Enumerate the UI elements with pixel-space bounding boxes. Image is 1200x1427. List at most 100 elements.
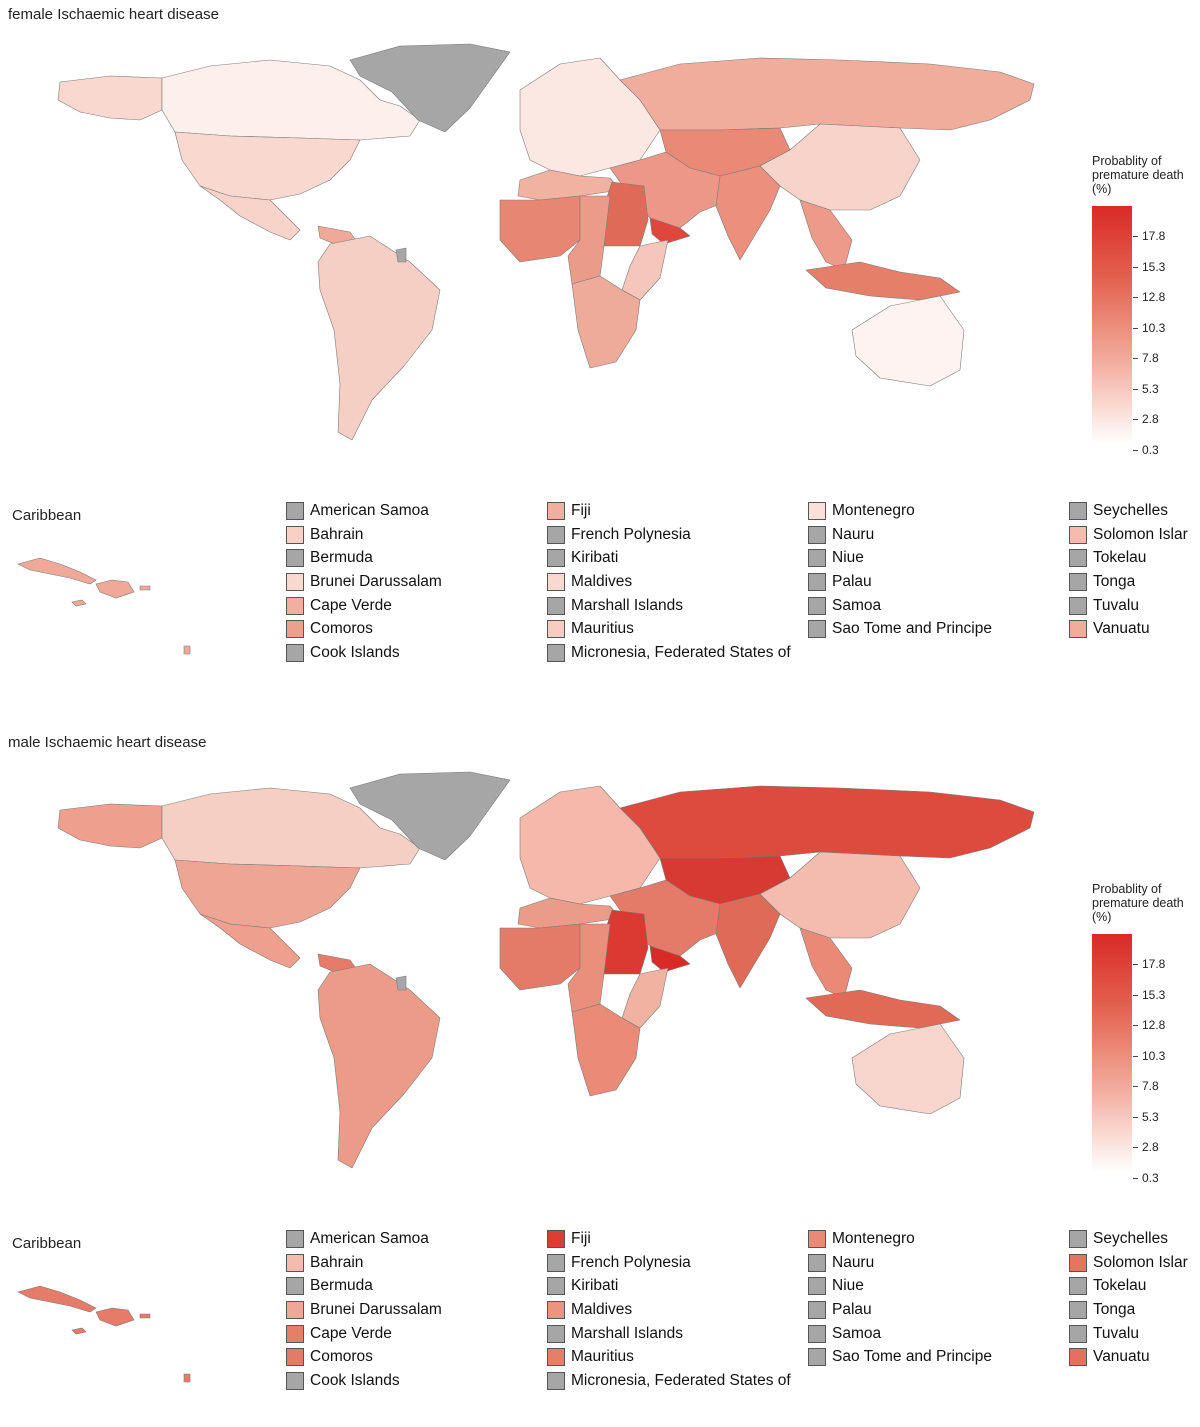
region-greenland-2 [395, 247, 407, 263]
legend-label: Tuvalu [1093, 1324, 1139, 1342]
legend-item: Mauritius [547, 617, 791, 641]
legend-item: Tuvalu [1069, 594, 1188, 618]
legend-swatch [1069, 525, 1087, 544]
legend-label: Montenegro [832, 1229, 915, 1247]
legend-item: Bermuda [286, 1274, 442, 1298]
legend-item: Fiji [547, 1227, 791, 1251]
caribbean-inset-title: Caribbean [12, 1235, 82, 1252]
legend-item: Cape Verde [286, 594, 442, 618]
legend-swatch [286, 1253, 304, 1272]
region-mexico [199, 185, 301, 241]
legend-label: Maldives [571, 572, 633, 590]
legend-label: Vanuatu [1093, 1348, 1150, 1366]
legend-label: Bermuda [310, 1277, 373, 1295]
legend-label: Nauru [832, 525, 875, 543]
legend-item: Montenegro [808, 499, 992, 523]
legend-label: Sao Tome and Principe [832, 620, 992, 638]
legend-item: Mauritius [547, 1345, 791, 1369]
legend-label: Tuvalu [1093, 596, 1139, 614]
legend-column-3: Montenegro Nauru Niue Palau Samoa Sao Tome an… [808, 1227, 992, 1369]
colorbar-tick-mark [1133, 388, 1138, 390]
legend-swatch [286, 620, 304, 639]
legend-label: Cook Islands [310, 1371, 400, 1389]
legend-label: Kiribati [571, 549, 619, 567]
legend-label: Cook Islands [310, 643, 400, 661]
legend-label: Cape Verde [310, 596, 392, 614]
legend-label: Seychelles [1093, 501, 1168, 519]
colorbar-tick-label: 12.8 [1142, 290, 1166, 304]
colorbar-tick-label: 17.8 [1142, 957, 1166, 971]
region-yemen [649, 217, 691, 245]
legend-item: Tonga [1069, 1298, 1188, 1322]
legend-label: Marshall Islands [571, 596, 683, 614]
legend-label: Kiribati [571, 1277, 619, 1295]
region-alaska [57, 803, 163, 849]
legend-item: Solomon Islar [1069, 523, 1188, 547]
legend-item: Bahrain [286, 523, 442, 547]
colorbar-tick-mark [1133, 1147, 1138, 1148]
region-alaska [57, 75, 163, 121]
legend-label: Montenegro [832, 501, 915, 519]
legend-label: French Polynesia [571, 525, 691, 543]
legend-swatch [547, 1300, 565, 1319]
region-china [759, 851, 921, 939]
legend-item: Nauru [808, 523, 992, 547]
region-usa [174, 859, 361, 929]
legend-item: French Polynesia [547, 523, 791, 547]
legend-item: Samoa [808, 1322, 992, 1346]
legend-item: Cook Islands [286, 1369, 442, 1393]
colorbar-tick-mark [1133, 994, 1138, 996]
region-east-africa [621, 967, 669, 1029]
legend-swatch [547, 1229, 565, 1248]
colorbar-title-line: Probablity of [1092, 882, 1162, 896]
legend-item: Niue [808, 1274, 992, 1298]
legend-label: Tonga [1093, 1300, 1136, 1318]
legend-swatch [1069, 1324, 1087, 1343]
inset-trinidad [183, 645, 191, 655]
legend-label: Fiji [571, 501, 591, 519]
legend-item: Tonga [1069, 570, 1188, 594]
region-north-africa [517, 169, 621, 201]
panel-male: male Ischaemic heart disease [0, 728, 1200, 1427]
region-southeast-asia [799, 199, 853, 271]
region-south-america [317, 963, 441, 1169]
legend-label: Niue [832, 549, 864, 567]
inset-puerto-rico [139, 585, 151, 591]
colorbar-tick-label: 15.3 [1142, 987, 1166, 1002]
colorbar-gradient [1092, 206, 1132, 444]
legend-item: Maldives [547, 570, 791, 594]
legend-item: American Samoa [286, 1227, 442, 1251]
legend-item: Solomon Islar [1069, 1251, 1188, 1275]
legend-swatch [547, 1277, 565, 1296]
legend-column-2: Fiji French Polynesia Kiribati Maldives Mars… [547, 1227, 791, 1393]
inset-puerto-rico [139, 1313, 151, 1319]
inset-hispaniola [95, 579, 135, 599]
legend-label: Nauru [832, 1253, 875, 1271]
colorbar-title-line: Probablity of [1092, 154, 1162, 168]
legend-label: Brunei Darussalam [310, 572, 442, 590]
colorbar-tick-mark [1133, 964, 1138, 965]
colorbar-tick-label: 7.8 [1142, 1079, 1159, 1093]
region-indonesia [805, 989, 961, 1029]
legend-swatch [808, 525, 826, 544]
colorbar-tick-mark [1133, 1116, 1138, 1118]
colorbar-title-line: (%) [1092, 910, 1112, 924]
colorbar-title: Probablity of premature death (%) [1092, 882, 1184, 924]
colorbar-tick-label: 12.8 [1142, 1018, 1166, 1032]
legend-swatch [547, 572, 565, 591]
legend-label: Samoa [832, 1324, 882, 1342]
legend-swatch [1069, 1253, 1087, 1272]
legend-label: Comoros [310, 620, 373, 638]
legend-item: Tuvalu [1069, 1322, 1188, 1346]
colorbar-tick-label: 2.8 [1142, 412, 1159, 426]
legend-swatch [547, 525, 565, 544]
legend-swatch [808, 1229, 826, 1248]
colorbar-title-line: (%) [1092, 182, 1112, 196]
legend-swatch [808, 1277, 826, 1296]
legend-item: Maldives [547, 1298, 791, 1322]
colorbar-tick-mark [1133, 1025, 1138, 1026]
legend-label: Micronesia, Federated States of [571, 643, 791, 661]
region-north-africa [517, 897, 621, 929]
legend-swatch [808, 620, 826, 639]
colorbar-tick-label: 15.3 [1142, 259, 1166, 274]
